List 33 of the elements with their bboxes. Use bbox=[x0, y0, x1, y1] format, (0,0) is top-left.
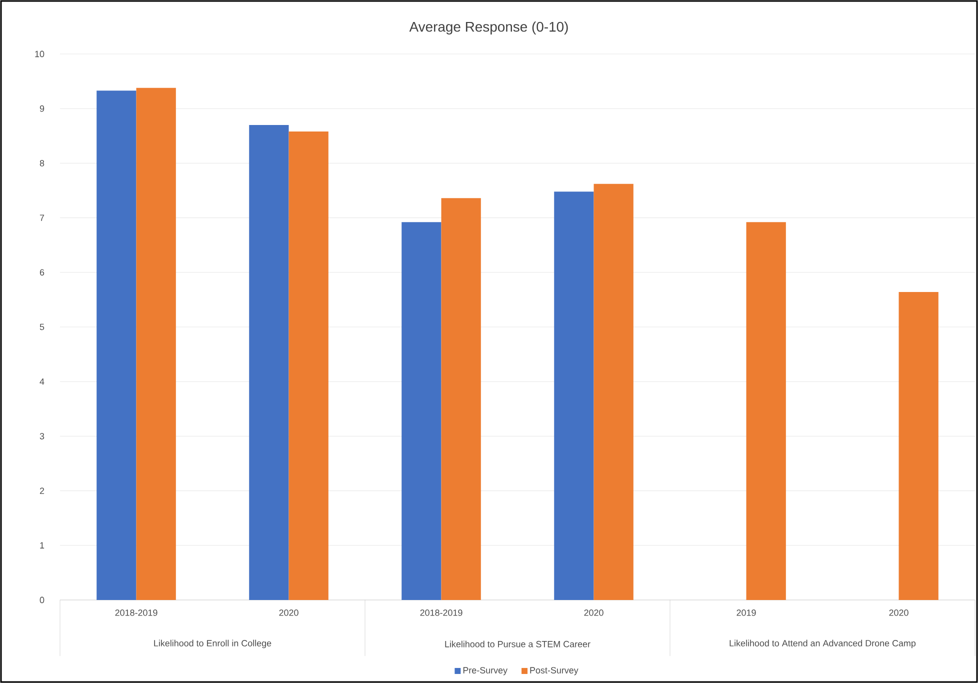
bar bbox=[594, 184, 634, 600]
y-tick-label: 1 bbox=[40, 542, 44, 548]
y-tick-label: 10 bbox=[35, 50, 44, 58]
x-tick-label: 2020 bbox=[889, 610, 908, 616]
text: Likelihood to Pursue a STEM Career bbox=[445, 640, 590, 648]
y-tick-label: 4 bbox=[40, 378, 44, 385]
bar bbox=[746, 222, 786, 600]
x-tick-label: 2018-2019 bbox=[420, 610, 462, 616]
x-tick-label: 2020 bbox=[279, 610, 298, 616]
y-tick-label: 5 bbox=[40, 324, 44, 330]
y-tick-label: 6 bbox=[40, 269, 44, 276]
y-tick-label: 9 bbox=[40, 105, 44, 112]
bar bbox=[402, 222, 442, 600]
y-tick-label: 2 bbox=[40, 488, 44, 494]
bar bbox=[249, 124, 289, 600]
x-tick-label: 2018-2019 bbox=[115, 610, 158, 616]
text: Likelihood to Attend an Advanced Drone Camp bbox=[730, 640, 916, 648]
y-tick-label: 7 bbox=[40, 214, 44, 221]
y-tick-label: 8 bbox=[40, 160, 44, 166]
y-tick-label: 3 bbox=[40, 433, 44, 440]
x-tick-label: 2020 bbox=[584, 610, 604, 616]
y-tick-label: 0 bbox=[40, 596, 44, 604]
bar bbox=[441, 198, 481, 600]
bar bbox=[898, 292, 938, 600]
chart-title: Average Response (0-10) bbox=[409, 21, 568, 34]
text: Likelihood to Enroll in College bbox=[154, 640, 272, 648]
bar bbox=[136, 88, 176, 600]
bar bbox=[554, 192, 594, 600]
bar bbox=[288, 132, 328, 600]
legend-label: Post-Survey bbox=[530, 667, 578, 676]
bar bbox=[96, 90, 136, 600]
x-tick-label: 2019 bbox=[736, 610, 756, 616]
legend-label: Pre-Survey bbox=[463, 667, 508, 676]
